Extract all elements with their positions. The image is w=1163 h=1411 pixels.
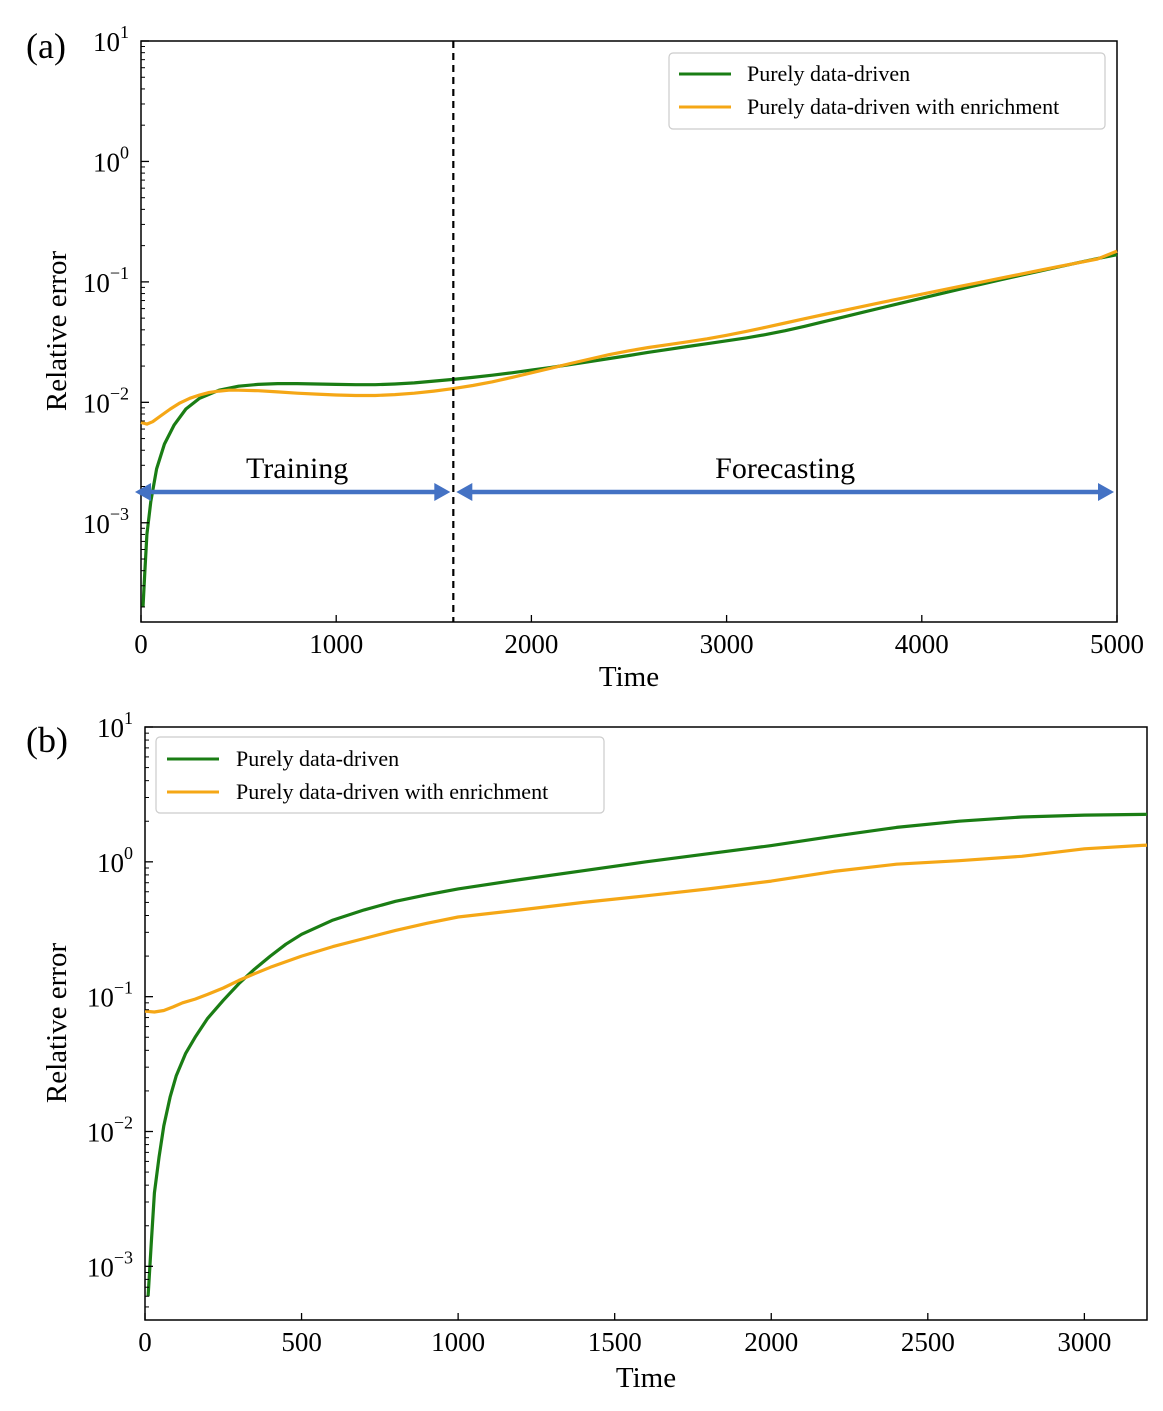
panel-b-legend-box (155, 736, 605, 814)
panel-a-plot-area (140, 40, 1118, 623)
panel-a-legend: Purely data-driven Purely data-driven wi… (668, 52, 1106, 130)
panel-b-y-axis-label: Relative error (41, 943, 73, 1104)
x-tick-label: 1000 (309, 629, 363, 659)
panel-a-annotation-layer: Training Forecasting (135, 41, 1114, 622)
y-tick-label: 10−1 (87, 978, 133, 1013)
panel-b-y-axis: 10−3 10−2 10−1 100 101 (87, 708, 153, 1308)
y-tick-label: 101 (97, 708, 133, 743)
panel-a-legend-entry-green: Purely data-driven (747, 61, 910, 86)
training-arrow (135, 483, 451, 502)
panel-b-series-layer (144, 812, 1148, 1297)
x-tick-label: 500 (281, 1327, 322, 1357)
x-tick-label: 2000 (744, 1327, 798, 1357)
forecasting-label: Forecasting (715, 452, 855, 485)
training-label: Training (246, 452, 348, 485)
y-tick-label: 100 (93, 142, 129, 177)
y-tick-label: 10−2 (83, 383, 129, 418)
panel-a-y-axis-label: Relative error (41, 251, 73, 412)
x-tick-label: 0 (134, 629, 148, 659)
panel-b: (b) 0 500 1000 1500 2000 2500 3000 10−310−210−… (26, 708, 1148, 1394)
panel-a-label: (a) (26, 26, 66, 66)
series-line-with-enrichment (144, 843, 1148, 1014)
y-tick-label: 10−2 (87, 1113, 133, 1148)
panel-a-y-axis: 10−3 10−2 10−1 100 101 (83, 22, 149, 608)
panel-b-x-axis: 0 500 1000 1500 2000 2500 3000 (138, 1313, 1111, 1357)
y-tick-label: 100 (97, 843, 133, 878)
panel-a-legend-entry-orange: Purely data-driven with enrichment (747, 94, 1059, 119)
panel-a-x-axis-label: Time (599, 661, 659, 693)
panel-a-series-layer (140, 249, 1118, 608)
panel-b-plot-area (144, 726, 1148, 1321)
x-tick-label: 2000 (504, 629, 558, 659)
x-tick-label: 0 (138, 1327, 152, 1357)
x-tick-label: 2500 (901, 1327, 955, 1357)
x-tick-label: 1500 (588, 1327, 642, 1357)
x-tick-label: 5000 (1090, 629, 1144, 659)
y-tick-label: 10−3 (83, 504, 129, 539)
y-tick-label: 10−1 (83, 263, 129, 298)
x-tick-label: 1000 (431, 1327, 485, 1357)
x-tick-label: 3000 (700, 629, 754, 659)
panel-b-legend-entry-green: Purely data-driven (236, 746, 399, 771)
x-tick-label: 4000 (895, 629, 949, 659)
panel-b-legend-entry-orange: Purely data-driven with enrichment (236, 779, 548, 804)
panel-a-x-axis: 0 1000 2000 3000 4000 5000 (134, 615, 1144, 659)
x-tick-label: 3000 (1057, 1327, 1111, 1357)
panel-a: (a) Training Forecasting 0 1000 2000 3000 400… (26, 22, 1144, 693)
y-tick-label: 10−3 (87, 1247, 133, 1282)
series-line-purely-data-driven (141, 253, 1118, 608)
panel-b-x-axis-label: Time (616, 1362, 676, 1394)
panel-b-legend: Purely data-driven Purely data-driven wi… (155, 736, 605, 814)
series-line-purely-data-driven (146, 812, 1148, 1297)
series-line-with-enrichment (140, 249, 1118, 426)
forecasting-arrow (456, 483, 1114, 502)
y-tick-label: 101 (93, 22, 129, 57)
panel-a-legend-box (668, 52, 1106, 130)
panel-b-label: (b) (26, 720, 68, 760)
